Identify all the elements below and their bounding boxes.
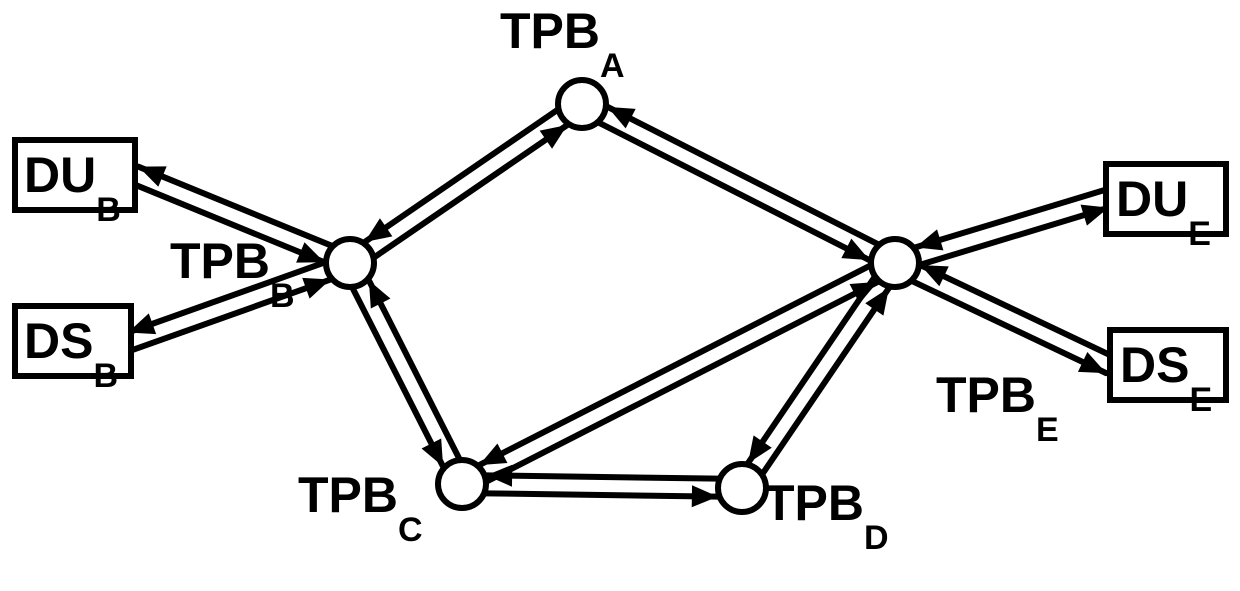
node-C xyxy=(438,460,486,508)
node-D xyxy=(718,464,766,512)
node-E xyxy=(871,239,919,287)
label-A: TPBA xyxy=(500,3,625,85)
node-B xyxy=(326,239,374,287)
label-D: TPBD xyxy=(764,475,889,557)
network-diagram: TPBATPBBTPBCTPBDTPBEDUBDSBDUEDSE xyxy=(0,0,1240,591)
node-A xyxy=(558,80,606,128)
label-E: TPBE xyxy=(936,367,1059,449)
label-C: TPBC xyxy=(298,467,423,549)
